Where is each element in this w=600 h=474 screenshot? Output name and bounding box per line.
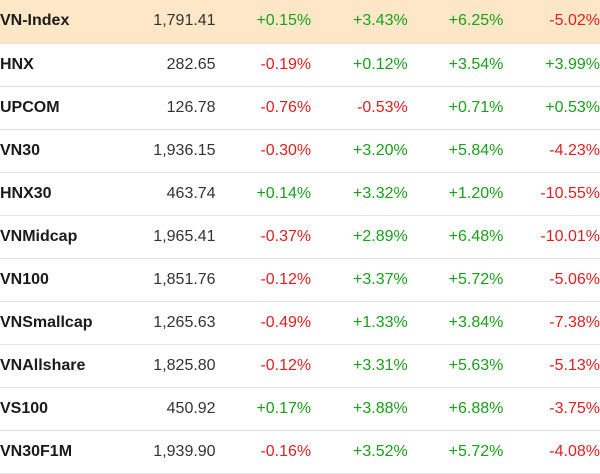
change-1m: +5.72%: [407, 430, 504, 474]
change-ytd: -10.55%: [503, 172, 600, 216]
index-row[interactable]: HNX 282.65 -0.19% +0.12% +3.54% +3.99%: [0, 43, 600, 87]
change-1m: +5.72%: [407, 258, 504, 302]
index-row[interactable]: VNMidcap 1,965.41 -0.37% +2.89% +6.48% -…: [0, 215, 600, 259]
change-1m: +6.48%: [407, 215, 504, 259]
index-name[interactable]: VN30F1M: [0, 430, 123, 474]
change-1w: +0.12%: [311, 43, 408, 87]
index-value: 450.92: [122, 387, 216, 431]
index-row[interactable]: VN30F1M 1,939.90 -0.16% +3.52% +5.72% -4…: [0, 430, 600, 474]
change-1d: -0.19%: [215, 43, 312, 87]
change-1w: +3.43%: [311, 0, 408, 44]
change-1m: +5.63%: [407, 344, 504, 388]
change-1w: +3.88%: [311, 387, 408, 431]
index-value: 1,851.76: [122, 258, 216, 302]
index-name[interactable]: VNAllshare: [0, 344, 123, 388]
index-value: 126.78: [122, 86, 216, 130]
index-row[interactable]: VNSmallcap 1,265.63 -0.49% +1.33% +3.84%…: [0, 301, 600, 345]
index-value: 1,939.90: [122, 430, 216, 474]
index-name[interactable]: HNX30: [0, 172, 123, 216]
change-1w: +3.31%: [311, 344, 408, 388]
index-row[interactable]: VNAllshare 1,825.80 -0.12% +3.31% +5.63%…: [0, 344, 600, 388]
change-1w: +3.20%: [311, 129, 408, 173]
index-row[interactable]: VN30 1,936.15 -0.30% +3.20% +5.84% -4.23…: [0, 129, 600, 173]
index-name[interactable]: VS100: [0, 387, 123, 431]
change-1m: +3.54%: [407, 43, 504, 87]
change-1w: +1.33%: [311, 301, 408, 345]
index-name[interactable]: UPCOM: [0, 86, 123, 130]
change-1d: +0.15%: [215, 0, 312, 44]
index-value: 1,936.15: [122, 129, 216, 173]
change-1m: +6.25%: [407, 0, 504, 44]
change-1w: +3.32%: [311, 172, 408, 216]
change-1d: -0.30%: [215, 129, 312, 173]
change-1w: +2.89%: [311, 215, 408, 259]
index-name[interactable]: VNSmallcap: [0, 301, 123, 345]
index-name[interactable]: VN-Index: [0, 0, 123, 44]
change-1d: +0.17%: [215, 387, 312, 431]
change-1d: -0.37%: [215, 215, 312, 259]
index-value: 463.74: [122, 172, 216, 216]
index-value: 1,825.80: [122, 344, 216, 388]
change-ytd: -5.02%: [503, 0, 600, 44]
change-1d: -0.16%: [215, 430, 312, 474]
index-value: 1,265.63: [122, 301, 216, 345]
index-row[interactable]: VS100 450.92 +0.17% +3.88% +6.88% -3.75%: [0, 387, 600, 431]
index-value: 1,791.41: [122, 0, 216, 44]
index-value: 1,965.41: [122, 215, 216, 259]
change-1d: -0.12%: [215, 258, 312, 302]
index-value: 282.65: [122, 43, 216, 87]
change-ytd: -5.13%: [503, 344, 600, 388]
index-name[interactable]: VN100: [0, 258, 123, 302]
index-name[interactable]: VNMidcap: [0, 215, 123, 259]
change-1d: -0.49%: [215, 301, 312, 345]
index-name[interactable]: VN30: [0, 129, 123, 173]
change-ytd: -4.23%: [503, 129, 600, 173]
change-ytd: -7.38%: [503, 301, 600, 345]
change-ytd: +0.53%: [503, 86, 600, 130]
change-1m: +0.71%: [407, 86, 504, 130]
change-1m: +5.84%: [407, 129, 504, 173]
index-row[interactable]: VN100 1,851.76 -0.12% +3.37% +5.72% -5.0…: [0, 258, 600, 302]
index-name[interactable]: HNX: [0, 43, 123, 87]
change-1d: -0.12%: [215, 344, 312, 388]
change-1w: -0.53%: [311, 86, 408, 130]
change-ytd: -3.75%: [503, 387, 600, 431]
change-1m: +1.20%: [407, 172, 504, 216]
change-ytd: -4.08%: [503, 430, 600, 474]
change-1d: -0.76%: [215, 86, 312, 130]
index-row[interactable]: HNX30 463.74 +0.14% +3.32% +1.20% -10.55…: [0, 172, 600, 216]
index-row[interactable]: VN-Index 1,791.41 +0.15% +3.43% +6.25% -…: [0, 0, 600, 44]
index-row[interactable]: UPCOM 126.78 -0.76% -0.53% +0.71% +0.53%: [0, 86, 600, 130]
change-1d: +0.14%: [215, 172, 312, 216]
change-ytd: -10.01%: [503, 215, 600, 259]
change-ytd: +3.99%: [503, 43, 600, 87]
change-1m: +3.84%: [407, 301, 504, 345]
change-1w: +3.37%: [311, 258, 408, 302]
change-1m: +6.88%: [407, 387, 504, 431]
change-1w: +3.52%: [311, 430, 408, 474]
change-ytd: -5.06%: [503, 258, 600, 302]
